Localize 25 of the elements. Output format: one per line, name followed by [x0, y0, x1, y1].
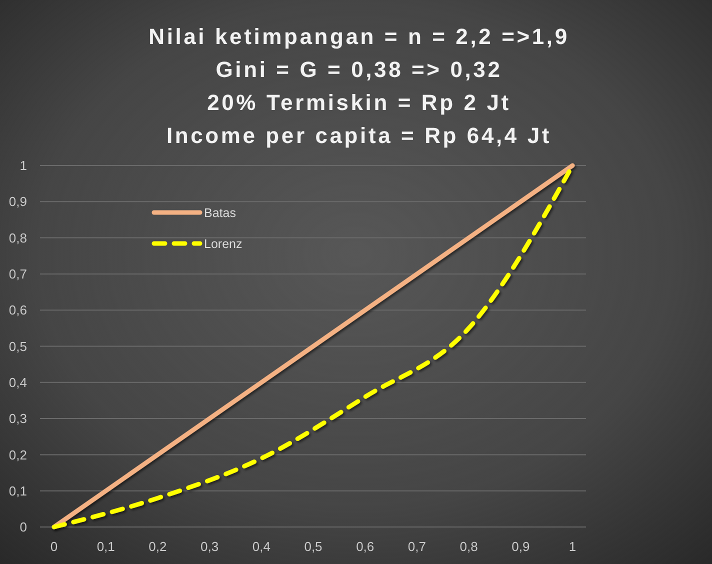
- y-tick-label: 0: [20, 520, 27, 535]
- y-tick-label: 0,2: [8, 447, 27, 462]
- x-tick-label: 0,6: [356, 539, 374, 554]
- y-tick-label: 1: [20, 158, 27, 174]
- legend-label: Batas: [204, 206, 236, 220]
- x-tick-label: 0,7: [408, 539, 426, 554]
- x-tick-label: 1: [568, 539, 576, 554]
- y-tick-label: 0,7: [8, 266, 27, 282]
- y-tick-label: 0,5: [8, 338, 27, 354]
- x-tick-label: 0,3: [200, 539, 219, 554]
- y-tick-label: 0,3: [8, 411, 27, 426]
- x-tick-label: 0,8: [460, 539, 478, 554]
- chart-title: Nilai ketimpangan = n = 2,2 =>1,9 Gini = G = 0,38 => 0,32 20% Termiskin = Rp 2 Jt Income per capita = Rp 64,4 Jt: [148, 24, 570, 148]
- x-tick-label: 0,5: [304, 539, 322, 554]
- x-tick-label: 0,2: [148, 539, 167, 554]
- x-tick-label: 0,4: [252, 539, 270, 554]
- y-tick-label: 0,4: [8, 374, 27, 390]
- y-tick-label: 0,6: [8, 302, 27, 318]
- y-tick-label: 0,9: [8, 194, 27, 210]
- y-tick-label: 0,8: [8, 230, 27, 246]
- x-tick-label: 0: [50, 539, 58, 554]
- x-tick-label: 0,9: [512, 539, 530, 554]
- y-tick-label: 0,1: [8, 483, 27, 498]
- x-tick-label: 0,1: [96, 539, 115, 554]
- legend-label: Lorenz: [204, 236, 242, 251]
